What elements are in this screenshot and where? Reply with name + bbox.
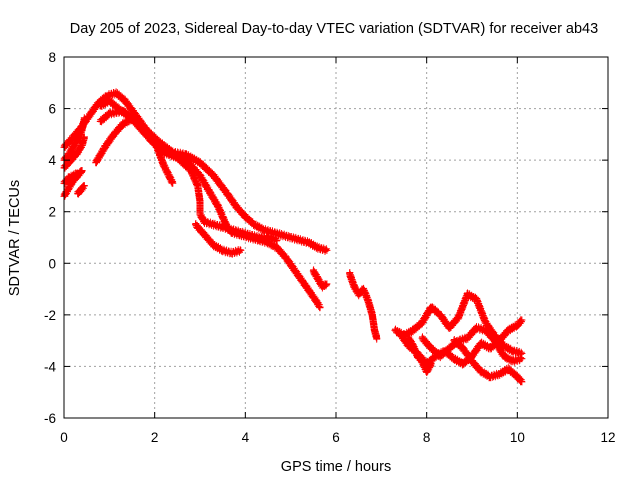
marker-plus	[405, 333, 435, 376]
y-tick-label: 6	[48, 102, 56, 117]
data-marks	[60, 88, 526, 386]
marker-plus	[96, 96, 324, 312]
series-track7	[92, 115, 331, 255]
series-track17	[405, 333, 435, 376]
marker-plus	[92, 115, 331, 255]
series-track12	[346, 269, 381, 343]
marker-plus	[74, 182, 88, 198]
grid	[64, 57, 608, 418]
y-tick-label: 4	[48, 153, 56, 168]
chart-title: Day 205 of 2023, Sidereal Day-to-day VTE…	[70, 21, 598, 37]
x-tick-label: 10	[510, 430, 525, 445]
y-tick-label: 8	[48, 50, 56, 65]
x-tick-label: 6	[332, 430, 340, 445]
x-tick-label: 0	[60, 430, 68, 445]
marker-plus	[346, 269, 381, 343]
x-tick-label: 4	[242, 430, 250, 445]
series-track9	[96, 106, 281, 245]
y-tick-label: -4	[44, 359, 56, 374]
x-tick-label: 8	[423, 430, 431, 445]
x-axis-label: GPS time / hours	[281, 459, 391, 475]
axis-ticks: 0 2 4 6 8 10 12 -6 -4 -2 0 2 4 6 8	[44, 50, 616, 445]
marker-plus	[192, 220, 245, 258]
x-tick-label: 12	[600, 430, 615, 445]
series-track16	[418, 323, 526, 366]
marker-plus	[96, 106, 281, 245]
series-track8	[96, 96, 324, 312]
x-tick-label: 2	[151, 430, 159, 445]
y-tick-label: 0	[48, 256, 56, 271]
y-tick-label: -2	[44, 308, 56, 323]
y-tick-label: 2	[48, 205, 56, 220]
series-track10	[192, 220, 245, 258]
marker-plus	[309, 266, 331, 292]
series-track11	[309, 266, 331, 292]
y-tick-label: -6	[44, 411, 56, 426]
series-track6	[74, 182, 88, 198]
marker-plus	[418, 323, 526, 366]
y-axis-label: SDTVAR / TECUs	[7, 180, 23, 296]
